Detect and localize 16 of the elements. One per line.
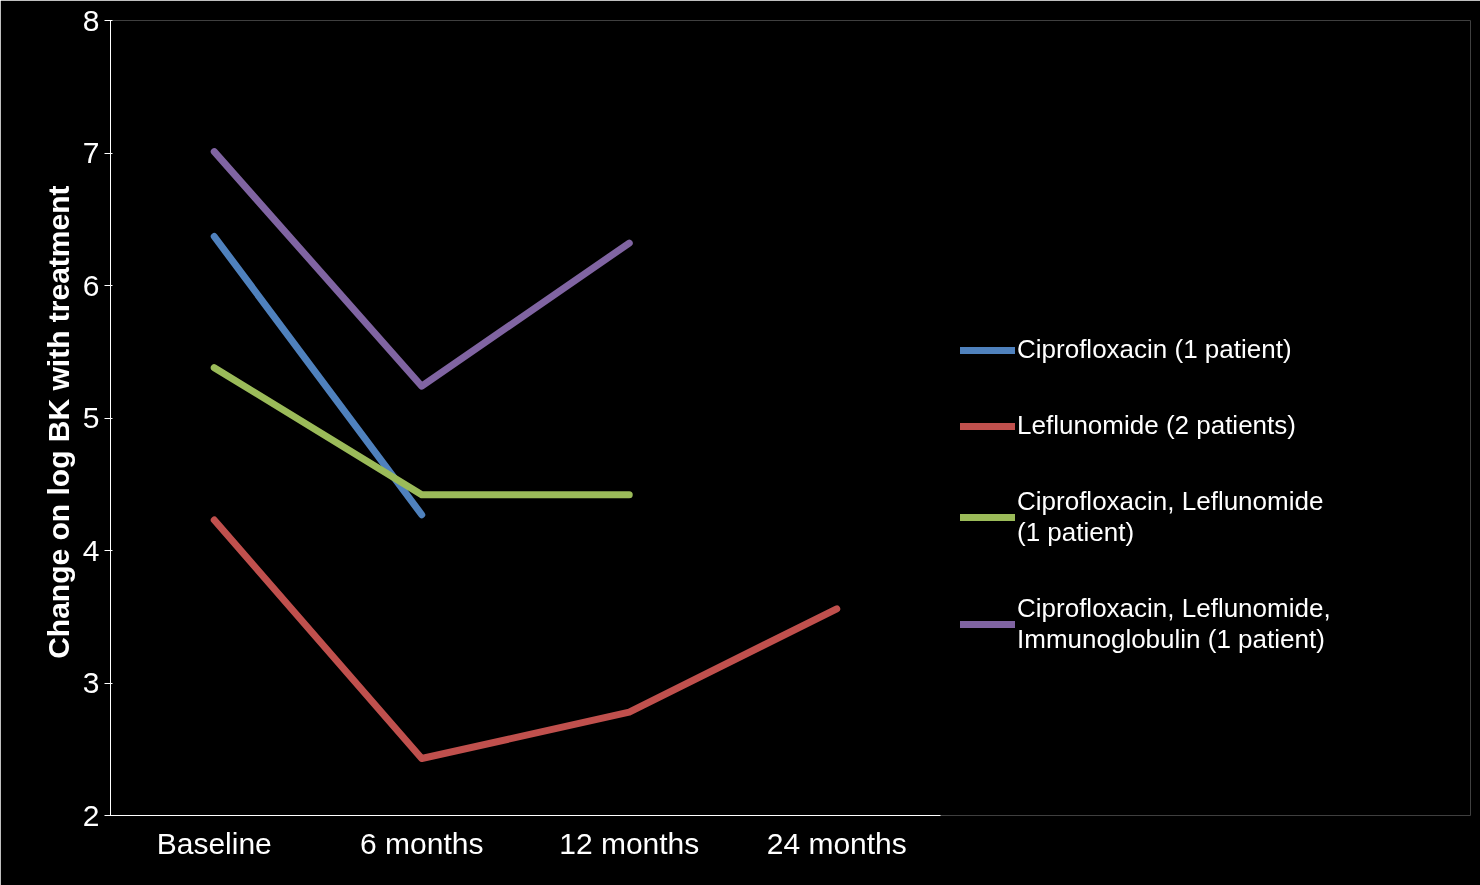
x-tick-label: Baseline (156, 826, 272, 860)
y-tick-label: 7 (82, 136, 100, 169)
x-tick-label: 24 months (766, 826, 907, 860)
y-tick-label: 8 (82, 3, 100, 37)
legend-label: Ciprofloxacin, Leflunomide, Immunoglobulin (1 patient) (1017, 593, 1331, 655)
legend-label: Leflunomide (2 patients) (1017, 410, 1296, 441)
y-tick-label: 5 (82, 401, 100, 434)
legend-label: Ciprofloxacin, Leflunomide (1 patient) (1017, 486, 1324, 548)
x-tick-label: 6 months (360, 826, 484, 860)
y-axis-title: Change on log BK with treatment (41, 185, 75, 659)
y-tick-label: 4 (82, 533, 100, 567)
x-tick-label: 12 months (559, 826, 700, 860)
legend-label: Ciprofloxacin (1 patient) (1017, 334, 1292, 365)
y-tick-label: 2 (82, 798, 100, 832)
y-tick-label: 3 (82, 666, 100, 699)
y-tick-label: 6 (82, 268, 100, 302)
